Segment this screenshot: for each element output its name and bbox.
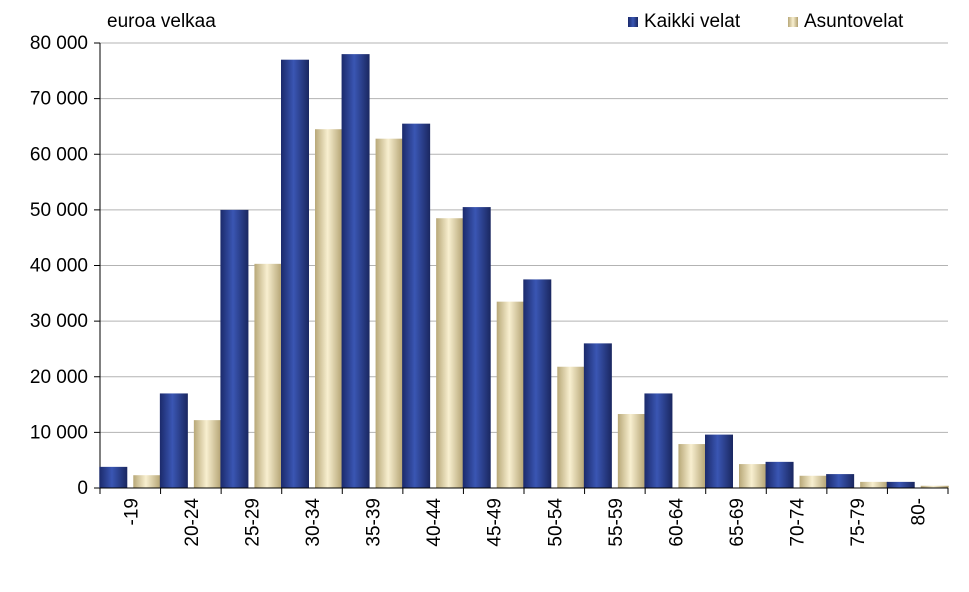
bar-kaikki-velat <box>99 466 128 488</box>
bars <box>99 54 949 489</box>
y-tick-label: 60 000 <box>30 144 88 165</box>
x-tick-label: 70-74 <box>788 498 809 547</box>
x-tick-label: 25-29 <box>242 498 263 547</box>
y-tick-label: 70 000 <box>30 89 88 110</box>
bar-asuntovelat <box>315 129 343 488</box>
bar-asuntovelat <box>920 485 949 488</box>
x-tick-label: 60-64 <box>666 498 687 547</box>
legend-item-asuntovelat: Asuntovelat <box>788 11 903 33</box>
y-tick-label: 30 000 <box>30 311 88 332</box>
bar-kaikki-velat <box>341 54 370 488</box>
y-tick-label: 80 000 <box>30 33 88 54</box>
x-tick-label: 20-24 <box>182 498 203 547</box>
bar-kaikki-velat <box>402 123 431 488</box>
y-axis: 0 10 000 20 000 30 000 40 000 50 000 60 000 70 … <box>30 33 101 499</box>
bar-asuntovelat <box>133 475 162 488</box>
bar-kaikki-velat <box>826 474 855 488</box>
legend-swatch-asuntovelat <box>788 17 798 27</box>
bar-asuntovelat <box>375 138 404 489</box>
bar-asuntovelat <box>193 420 222 488</box>
y-tick-label: 50 000 <box>30 200 88 221</box>
bar-kaikki-velat <box>281 59 309 488</box>
bar-kaikki-velat <box>523 279 552 488</box>
bar-asuntovelat <box>678 444 707 488</box>
y-tick-label: 40 000 <box>30 256 88 277</box>
y-tick-label: 10 000 <box>30 422 88 443</box>
bar-asuntovelat <box>254 263 283 488</box>
bar-asuntovelat <box>860 481 889 488</box>
bar-asuntovelat <box>557 366 586 488</box>
y-tick-label: 20 000 <box>30 367 88 388</box>
y-tick-label: 0 <box>77 478 88 499</box>
bar-kaikki-velat <box>644 393 673 488</box>
bar-asuntovelat <box>496 301 525 488</box>
legend-label-kaikki-velat: Kaikki velat <box>644 11 741 32</box>
bar-kaikki-velat <box>583 343 612 488</box>
x-tick-label: 80- <box>909 498 930 525</box>
x-tick-label: 55-59 <box>606 498 627 547</box>
bar-asuntovelat <box>617 414 646 488</box>
bar-kaikki-velat <box>159 393 188 488</box>
x-tick-label: 65-69 <box>727 498 748 547</box>
x-tick-label: 30-34 <box>303 498 324 547</box>
bar-kaikki-velat <box>220 209 249 488</box>
bar-asuntovelat <box>739 464 767 488</box>
y-axis-unit-label: euroa velkaa <box>107 11 216 32</box>
x-tick-label: 50-54 <box>545 498 566 547</box>
x-tick-label: 45-49 <box>485 498 506 547</box>
bar-asuntovelat <box>436 218 465 488</box>
x-tick-label: 40-44 <box>424 498 445 547</box>
bar-kaikki-velat <box>886 481 915 488</box>
legend-item-kaikki-velat: Kaikki velat <box>628 11 740 33</box>
bar-kaikki-velat <box>705 434 733 488</box>
legend-label-asuntovelat: Asuntovelat <box>804 11 904 32</box>
x-axis: -19 20-24 25-29 30-34 35-39 40-44 45-49 50-54 55… <box>99 487 949 547</box>
legend-swatch-kaikki-velat <box>628 17 638 27</box>
bar-asuntovelat <box>799 475 828 488</box>
bar-kaikki-velat <box>765 461 794 488</box>
x-tick-label: 75-79 <box>848 498 869 547</box>
bar-kaikki-velat <box>462 207 491 488</box>
x-tick-label: 35-39 <box>364 498 385 547</box>
x-tick-label: -19 <box>121 498 142 525</box>
